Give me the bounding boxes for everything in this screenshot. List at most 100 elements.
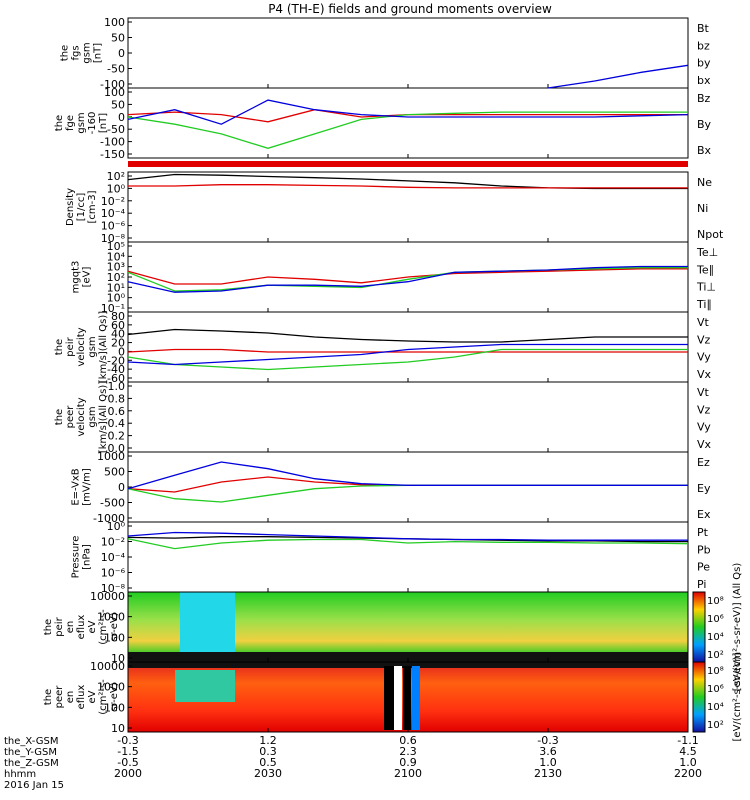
- colorbar-title: [eV/(cm²-s-sr-eV)] (All Qs): [732, 563, 743, 692]
- series-line-By: [127, 111, 688, 149]
- y-tick-label: 10⁻⁶: [101, 220, 126, 233]
- series-line-Ne: [128, 184, 688, 189]
- legend-Ti⊥: Ti⊥: [696, 281, 716, 294]
- y-tick-label: 10³: [107, 261, 125, 274]
- y-axis-label-line: eV: [87, 690, 98, 703]
- x-row-value: 3.6: [539, 745, 557, 758]
- legend-by: by: [697, 57, 711, 70]
- x-row-value: -1.5: [117, 745, 138, 758]
- series-line-Pi: [127, 531, 688, 541]
- y-axis-title: E=-VxB [mV/m]: [71, 468, 93, 506]
- y-axis-label-line: the: [54, 409, 65, 425]
- y-tick-label: 10⁴: [107, 250, 126, 263]
- y-axis-title: the fgs gsm [nT]: [60, 42, 104, 63]
- legend-Vz: Vz: [697, 333, 711, 346]
- x-row-value: 2100: [394, 767, 422, 780]
- y-axis-label-line: gsm: [87, 406, 98, 427]
- y-tick-label: 10⁰: [107, 520, 126, 533]
- y-tick-label: 500: [104, 466, 125, 479]
- legend-Ex: Ex: [697, 508, 711, 521]
- y-axis-label-line: (cm²-s-: [98, 609, 109, 645]
- x-row-value: 1.0: [539, 756, 557, 769]
- legend-Npot: Npot: [697, 228, 724, 241]
- series-line-Vy: [127, 348, 688, 371]
- y-tick-label: 10⁻²: [101, 195, 125, 208]
- spectrogram-gap: [394, 666, 402, 730]
- x-row-value: 0.3: [259, 745, 277, 758]
- series-line-Pe: [127, 538, 689, 550]
- y-axis-title: the peir en eflux eV (cm²-s-sr-eV): [43, 609, 120, 645]
- legend-Vt: Vt: [697, 386, 710, 399]
- y-tick-label: 10: [111, 652, 125, 665]
- y-axis-label-line: Density: [65, 188, 76, 226]
- y-tick-label: 10: [111, 722, 125, 735]
- series-group-2: [127, 173, 688, 190]
- legend-Vx: Vx: [697, 368, 712, 381]
- x-row-value: 1.0: [679, 756, 697, 769]
- x-row-value: 4.5: [679, 745, 697, 758]
- y-tick-label: 10¹: [107, 281, 125, 294]
- y-tick-label: -1000: [93, 512, 125, 525]
- y-tick-label: 50: [111, 32, 125, 45]
- y-axis-label-line: mgqt3: [71, 261, 82, 294]
- series-line-Vt: [127, 328, 688, 343]
- y-axis-label-line: gsm: [82, 42, 93, 63]
- y-tick-label: 0: [118, 111, 125, 124]
- y-tick-label: 10000: [90, 590, 125, 603]
- y-axis-label-line: gsm: [87, 336, 98, 357]
- colorbar-scale: [692, 591, 706, 663]
- y-axis-title: Density [1/cc] [cm-3]: [65, 188, 98, 226]
- plot-title: P4 (TH-E) fields and ground moments over…: [268, 2, 552, 16]
- y-tick-label: 100: [104, 631, 125, 644]
- y-axis-title: the fge gsm -160 [nT]: [54, 112, 109, 135]
- y-tick-label: 100: [104, 16, 125, 29]
- y-axis-label-line: [1/cc]: [76, 193, 87, 222]
- spectrogram-feature: [175, 670, 235, 702]
- x-axis-labels: the_X-GSM -0.3 1.2 0.6 -0.3 -1.1 the_Y-GSM -1.5…: [4, 734, 702, 791]
- colorbar-title: [eV/(cm²-s-sr-eV)]: [732, 652, 743, 741]
- y-tick-label: 80: [111, 310, 125, 323]
- y-tick-label: 40: [111, 328, 125, 341]
- series-line-Tx: [127, 265, 688, 293]
- series-group-0: [547, 64, 689, 89]
- y-tick-label: 0.4: [108, 417, 126, 430]
- panel-frame: [127, 87, 689, 159]
- y-tick-label: 1000: [97, 611, 125, 624]
- y-axis-label-line: the: [43, 619, 54, 635]
- date-label: 2016 Jan 15: [4, 780, 64, 791]
- x-row-label: the_X-GSM: [4, 736, 58, 747]
- y-axis-label-line: [nT]: [93, 43, 104, 63]
- series-group-3: [127, 265, 688, 293]
- y-axis-label-line: -160: [87, 112, 98, 135]
- y-axis-label-line: [nT]: [98, 113, 109, 133]
- x-row-value: 2000: [114, 767, 142, 780]
- y-axis-label-line: [km/s](All Qs)]: [98, 311, 109, 383]
- series-line-Ey: [127, 484, 688, 503]
- y-tick-label: 0: [118, 47, 125, 60]
- y-axis-label-line: peir: [54, 616, 65, 636]
- y-axis-label-line: [km/s](All Qs)]: [98, 381, 109, 453]
- legend-Ni: Ni: [697, 202, 708, 215]
- y-axis-label-line: [eV]: [82, 267, 93, 288]
- y-axis-label-line: velocity: [76, 397, 87, 436]
- y-tick-label: 10⁻⁸: [101, 582, 126, 595]
- y-axis-label-line: [mV/m]: [82, 468, 93, 506]
- y-axis-label-line: the: [60, 45, 71, 61]
- spectrogram-gap: [412, 666, 420, 730]
- panel-frame: [127, 171, 689, 243]
- series-group-6: [127, 531, 689, 550]
- series-line-Ez: [127, 476, 688, 493]
- x-row-value: -1.1: [677, 734, 698, 747]
- panel-fgs: 100 50 0 -50 -100 the fgs gsm [nT] Bt bz by bx: [60, 16, 711, 91]
- y-tick-label: 10⁵: [107, 240, 125, 253]
- y-axis-label-line: en: [65, 621, 76, 634]
- y-tick-label: -40: [107, 363, 125, 376]
- colorbar-tick: 10⁴: [707, 702, 724, 713]
- legend-Ti∥: Ti∥: [696, 298, 712, 311]
- legend-Pe: Pe: [697, 561, 710, 574]
- y-tick-label: -150: [100, 148, 125, 161]
- y-tick-label: 10⁰: [107, 292, 126, 305]
